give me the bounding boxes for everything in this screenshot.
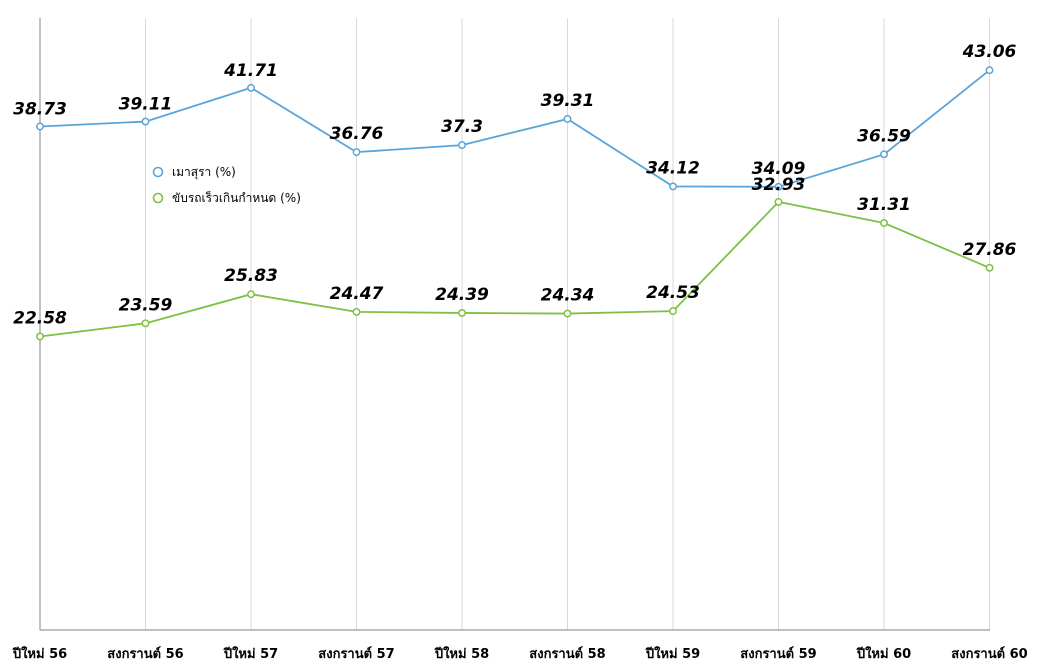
x-tick-label: สงกรานต์ 56 [107, 646, 183, 662]
data-point [563, 309, 572, 318]
data-label: 37.3 [441, 117, 483, 137]
data-point [985, 66, 994, 75]
data-point [669, 307, 677, 316]
legend-marker [152, 192, 164, 204]
data-point [352, 148, 361, 157]
data-point [141, 319, 150, 328]
data-point [36, 332, 44, 341]
data-point [458, 308, 466, 317]
series-1: 38.73 39.11 41.71 36.76 37.3 39.31 34.12 34.09 3… [13, 42, 1017, 191]
x-tick-label: สงกรานต์ 57 [318, 646, 394, 662]
data-point [352, 307, 361, 316]
data-label: 25.83 [224, 266, 278, 286]
legend-marker [152, 166, 164, 178]
data-label: 24.47 [330, 284, 384, 304]
data-label: 41.71 [223, 61, 278, 81]
data-point [247, 83, 255, 92]
series-2: 22.58 23.59 25.83 24.47 24.39 24.34 24.53 32.93… [13, 175, 1017, 341]
data-label: 38.73 [13, 100, 67, 120]
data-label: 39.31 [541, 91, 595, 111]
data-point [880, 219, 888, 227]
legend-label: ขับรถเร็วเกินกำหนด (%) [172, 190, 301, 205]
data-point [669, 182, 677, 191]
legend: เมาสุรา (%) ขับรถเร็วเกินกำหนด (%) [152, 165, 301, 205]
data-label: 39.11 [119, 95, 173, 115]
data-point [774, 182, 783, 191]
data-point [458, 141, 466, 150]
x-tick-label: สงกรานต์ 59 [740, 646, 816, 662]
data-label: 27.86 [963, 240, 1017, 260]
x-tick-label: ปีใหม่ 58 [434, 645, 489, 662]
series-line [39, 69, 991, 188]
x-tick-label: สงกรานต์ 60 [951, 646, 1027, 662]
data-label: 34.12 [646, 158, 700, 178]
data-label: 36.59 [857, 126, 911, 146]
x-tick-label: ปีใหม่ 60 [856, 645, 911, 662]
data-point [774, 197, 783, 206]
data-label: 24.34 [541, 286, 595, 306]
series-line [39, 200, 990, 338]
x-tick-label: สงกรานต์ 58 [529, 646, 605, 662]
legend-label: เมาสุรา (%) [172, 165, 236, 180]
data-label: 31.31 [857, 195, 911, 215]
data-point [880, 150, 888, 159]
x-tick-label: ปีใหม่ 59 [645, 645, 700, 662]
data-point [36, 122, 44, 131]
data-label: 36.76 [330, 124, 384, 144]
data-label: 24.39 [435, 285, 489, 305]
data-label: 34.09 [752, 159, 806, 179]
x-tick-labels: ปีใหม่ 56 สงกรานต์ 56 ปีใหม่ 57 สงกรานต์ 57… [12, 645, 1028, 662]
data-point [141, 117, 150, 126]
x-tick-label: ปีใหม่ 57 [223, 645, 278, 662]
data-label: 23.59 [119, 295, 173, 315]
x-tick-label: ปีใหม่ 56 [12, 645, 67, 662]
data-point [985, 263, 994, 272]
data-label: 32.93 [752, 175, 806, 195]
data-point [563, 115, 572, 123]
data-label: 43.06 [962, 42, 1017, 62]
data-label: 24.53 [646, 283, 700, 303]
data-label: 22.58 [13, 308, 67, 328]
data-point [247, 290, 255, 299]
